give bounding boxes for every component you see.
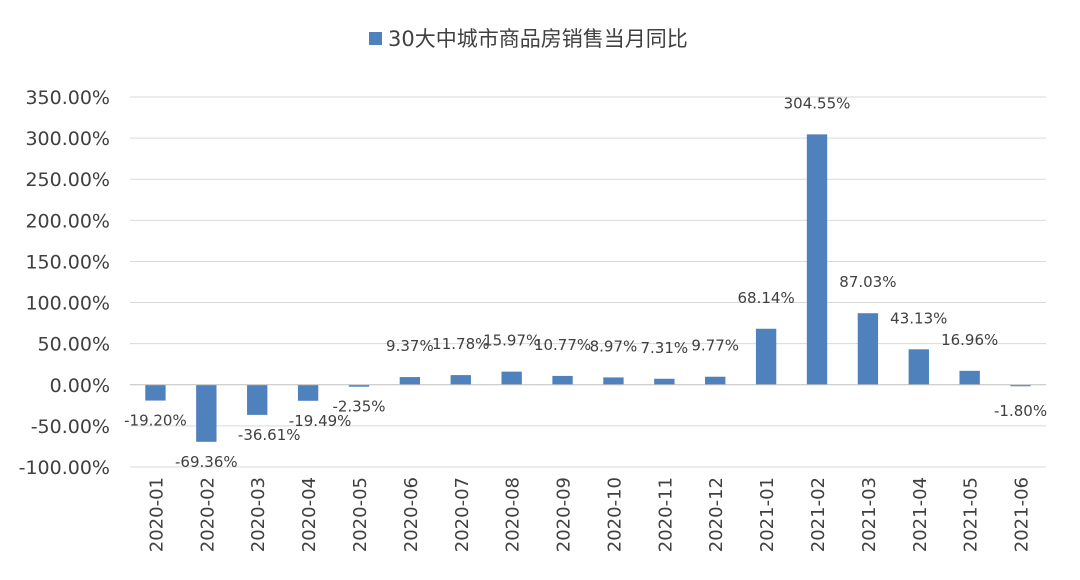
- y-tick-label: 50.00%: [38, 334, 110, 356]
- bar: [705, 376, 726, 385]
- data-label: 68.14%: [738, 289, 795, 307]
- bar: [1010, 384, 1031, 387]
- y-tick-label: -50.00%: [31, 416, 110, 438]
- data-label: 43.13%: [890, 309, 947, 327]
- x-tick-label: 2020-10: [604, 477, 625, 552]
- bar: [908, 349, 929, 385]
- data-label: 10.77%: [534, 336, 591, 354]
- bar: [806, 134, 828, 385]
- x-tick-label: 2020-05: [350, 477, 371, 552]
- x-tick-label: 2020-09: [554, 477, 575, 552]
- y-tick-label: 250.00%: [25, 169, 110, 191]
- data-label: 9.77%: [691, 337, 739, 355]
- bar: [552, 375, 573, 385]
- data-label: -2.35%: [332, 398, 385, 416]
- x-axis-ticks: 2020-01 2020-02 2020-03 2020-04 2020-05 2020-…: [146, 477, 1032, 552]
- legend-label: 30大中城市商品房销售当月同比: [388, 27, 688, 51]
- bar: [247, 384, 268, 415]
- y-tick-label: -100.00%: [19, 457, 110, 479]
- x-tick-label: 2020-06: [401, 477, 422, 552]
- data-label: 15.97%: [483, 332, 540, 350]
- y-tick-label: 100.00%: [25, 293, 110, 315]
- data-label: -19.20%: [124, 412, 187, 430]
- bar: [654, 378, 675, 385]
- x-tick-label: 2020-01: [146, 477, 167, 552]
- data-label: 87.03%: [839, 273, 896, 291]
- x-tick-label: 2020-03: [248, 477, 269, 552]
- data-label: -36.61%: [238, 426, 301, 444]
- x-tick-label: 2020-08: [503, 477, 524, 552]
- x-tick-label: 2020-02: [197, 477, 218, 552]
- data-label: -1.80%: [994, 402, 1047, 420]
- bar: [145, 384, 166, 401]
- bar: [959, 370, 980, 385]
- bar: [501, 371, 522, 385]
- x-tick-label: 2020-11: [655, 477, 676, 552]
- data-label: -19.49%: [289, 412, 352, 430]
- x-tick-label: 2020-12: [706, 477, 727, 552]
- data-label: 11.78%: [432, 335, 489, 353]
- bar: [348, 384, 370, 387]
- bar: [399, 377, 421, 385]
- bar: [196, 384, 217, 442]
- data-labels: -19.20%-69.36%-36.61%-19.49%-2.35%9.37%1…: [124, 94, 1047, 470]
- y-tick-label: 350.00%: [25, 87, 110, 109]
- x-tick-label: 2021-05: [961, 477, 982, 552]
- legend-swatch: [369, 32, 382, 45]
- bar: [603, 377, 624, 385]
- bar: [297, 384, 319, 401]
- data-label: -69.36%: [175, 453, 238, 471]
- y-tick-label: 300.00%: [25, 128, 110, 150]
- x-tick-label: 2021-01: [757, 477, 778, 552]
- legend: 30大中城市商品房销售当月同比: [369, 27, 688, 51]
- bar: [755, 328, 777, 385]
- bar: [450, 375, 471, 385]
- y-tick-label: 200.00%: [25, 210, 110, 232]
- y-axis-ticks: 350.00% 300.00% 250.00% 200.00% 150.00% 100.0…: [19, 87, 110, 479]
- x-tick-label: 2021-06: [1012, 477, 1033, 552]
- data-label: 9.37%: [386, 337, 434, 355]
- data-label: 8.97%: [590, 337, 638, 355]
- bars: [145, 134, 1031, 442]
- data-label: 7.31%: [641, 339, 689, 357]
- gridlines: [130, 96, 1046, 468]
- x-tick-label: 2020-04: [299, 477, 320, 552]
- y-tick-label: 150.00%: [25, 251, 110, 273]
- data-label: 304.55%: [784, 94, 851, 112]
- x-tick-label: 2021-03: [859, 477, 880, 552]
- x-tick-label: 2021-02: [808, 477, 829, 552]
- bar: [857, 313, 879, 385]
- x-tick-label: 2021-04: [910, 477, 931, 552]
- data-label: 16.96%: [941, 331, 998, 349]
- y-tick-label: 0.00%: [50, 375, 110, 397]
- x-tick-label: 2020-07: [452, 477, 473, 552]
